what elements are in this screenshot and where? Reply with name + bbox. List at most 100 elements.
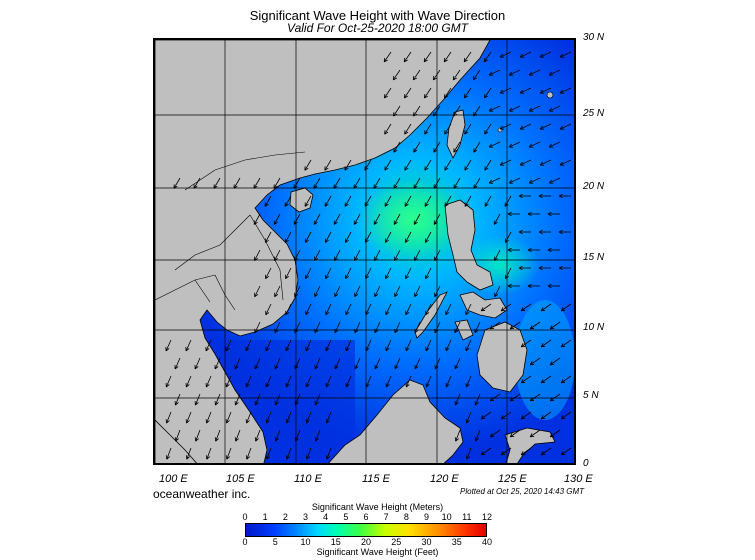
wave-arrow-head xyxy=(454,328,459,334)
wave-arrow xyxy=(264,231,272,243)
wave-arrow-head xyxy=(464,166,469,171)
wave-arrow-head xyxy=(294,401,299,406)
wave-arrow xyxy=(345,303,352,315)
wave-arrow xyxy=(365,375,372,388)
wave-arrow xyxy=(405,303,412,315)
wave-arrow-head xyxy=(508,143,514,148)
wave-arrow xyxy=(304,231,312,243)
wave-arrow xyxy=(305,339,312,352)
wave-arrow xyxy=(433,213,441,225)
wave-arrow-head xyxy=(509,433,515,438)
wave-arrow xyxy=(488,141,501,148)
wave-arrow xyxy=(540,303,552,312)
wave-arrow xyxy=(354,321,361,334)
wave-arrow-head xyxy=(414,292,419,298)
wave-arrow xyxy=(404,123,412,135)
wave-arrow-head xyxy=(345,383,350,388)
wave-arrow-head xyxy=(334,292,339,298)
wave-arrow-head xyxy=(334,364,339,370)
wave-arrow-head xyxy=(353,184,358,189)
wave-arrow-head xyxy=(560,343,566,348)
wave-arrow-head xyxy=(384,130,389,135)
wave-arrow-head xyxy=(373,220,378,225)
wave-arrow-head xyxy=(489,433,495,438)
wave-arrow xyxy=(413,177,421,189)
wave-arrow xyxy=(186,447,192,460)
wave-arrow-head xyxy=(538,229,543,235)
wave-arrow-head xyxy=(384,238,389,243)
wave-arrow-head xyxy=(185,346,190,352)
wave-arrow xyxy=(394,285,401,297)
wave-arrow xyxy=(393,141,401,153)
feet-tick-label: 15 xyxy=(330,537,341,547)
wave-arrow xyxy=(305,267,312,279)
wave-arrow-head xyxy=(344,202,349,207)
wave-arrow-head xyxy=(520,451,526,456)
wave-arrow-head xyxy=(245,455,250,460)
wave-arrow-head xyxy=(473,148,478,153)
wave-arrow xyxy=(473,141,481,153)
wave-arrow xyxy=(508,177,521,184)
wave-arrow xyxy=(374,357,381,370)
wave-arrow-head xyxy=(445,383,450,388)
wave-arrow xyxy=(165,375,172,388)
wave-arrow-head xyxy=(293,184,298,189)
wave-arrow-head xyxy=(484,202,489,207)
wave-arrow-head xyxy=(528,179,534,184)
wave-arrow-head xyxy=(473,184,478,189)
wave-arrow-head xyxy=(484,94,489,99)
wave-arrow xyxy=(185,375,192,388)
wave-arrow xyxy=(334,285,341,297)
wave-arrow-head xyxy=(225,346,230,352)
wave-arrow-head xyxy=(413,148,418,153)
wave-arrow xyxy=(559,51,572,58)
meters-tick-label: 12 xyxy=(481,512,492,522)
wave-arrow-head xyxy=(403,57,408,63)
wave-arrow xyxy=(455,429,461,442)
wave-arrow-head xyxy=(294,292,299,298)
wave-arrow xyxy=(385,339,392,352)
wave-arrow xyxy=(364,159,372,171)
wave-arrow-head xyxy=(539,53,545,58)
wave-arrow-head xyxy=(193,184,198,189)
wave-arrow xyxy=(275,429,281,442)
wave-arrow-head xyxy=(520,307,526,312)
wave-arrow xyxy=(294,321,301,334)
wave-arrow-head xyxy=(394,364,399,370)
wave-arrow xyxy=(508,69,521,76)
wave-arrow-head xyxy=(509,325,515,330)
wave-arrow-head xyxy=(453,148,458,153)
wave-arrow xyxy=(475,393,481,406)
wave-arrow xyxy=(333,177,341,189)
wave-arrow-head xyxy=(560,379,566,384)
wave-arrow xyxy=(294,285,301,297)
wave-arrow xyxy=(306,447,312,460)
wave-arrow xyxy=(345,339,352,352)
wave-arrow xyxy=(344,159,352,171)
wave-arrow-head xyxy=(444,202,449,207)
wave-arrow xyxy=(235,429,241,442)
wave-arrow xyxy=(265,267,272,279)
wave-arrow xyxy=(345,267,352,279)
wave-arrow xyxy=(273,213,281,225)
wave-arrow xyxy=(215,429,221,442)
wave-arrow-head xyxy=(205,383,210,388)
wave-arrow-head xyxy=(393,184,398,189)
wave-arrow-head xyxy=(529,361,535,366)
wave-arrow-head xyxy=(464,202,469,207)
wave-arrow-head xyxy=(374,328,379,334)
scale-title-meters: Significant Wave Height (Meters) xyxy=(311,502,444,512)
wave-arrow-head xyxy=(284,202,289,207)
wave-arrow xyxy=(295,393,301,406)
wave-arrow xyxy=(540,339,552,348)
wave-arrow xyxy=(466,411,472,424)
wave-arrow xyxy=(559,123,572,130)
wave-arrow xyxy=(334,249,341,261)
lon-label-105e: 105 E xyxy=(226,473,255,485)
wave-arrow xyxy=(254,285,261,297)
wave-arrow-head xyxy=(480,307,486,312)
wave-arrow-head xyxy=(507,247,512,253)
wave-arrow-head xyxy=(325,419,330,424)
wave-arrow xyxy=(325,339,332,352)
wave-arrow-head xyxy=(444,130,449,135)
